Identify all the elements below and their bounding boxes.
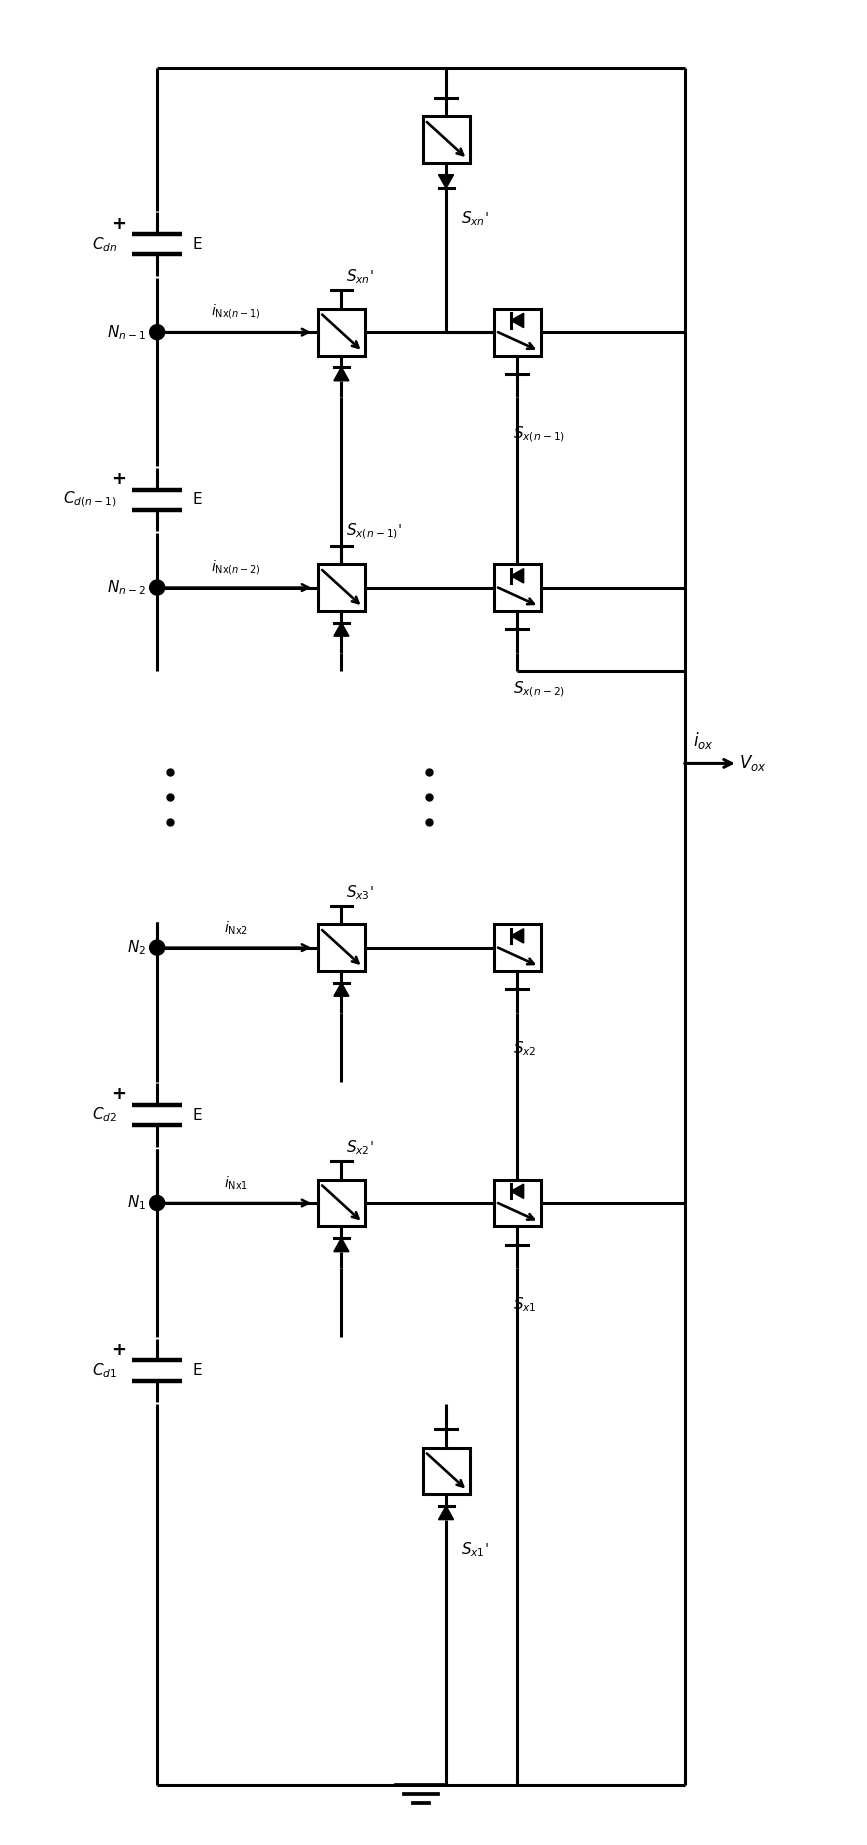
Text: $i_{ox}$: $i_{ox}$ [693,731,714,751]
Text: $S_{x1}$: $S_{x1}$ [513,1295,537,1314]
Bar [318,924,365,970]
Polygon shape [334,622,349,637]
Text: $C_{d2}$: $C_{d2}$ [92,1105,117,1124]
Polygon shape [334,1238,349,1251]
Bar [494,1179,541,1227]
Polygon shape [511,314,524,328]
Polygon shape [439,1506,453,1520]
Text: $S_{x3}$': $S_{x3}$' [346,884,374,902]
Text: +: + [111,1341,127,1358]
Bar [318,308,365,356]
Text: $i_{\mathrm{Nx}2}$: $i_{\mathrm{Nx}2}$ [225,919,248,937]
Text: $C_{d1}$: $C_{d1}$ [92,1362,117,1380]
Bar [422,116,470,162]
Polygon shape [334,367,349,380]
Text: $i_{\mathrm{Nx}(n-1)}$: $i_{\mathrm{Nx}(n-1)}$ [212,303,261,321]
Circle shape [150,941,165,956]
Polygon shape [511,928,524,943]
Text: $S_{x1}$': $S_{x1}$' [461,1541,489,1559]
Bar [422,1448,470,1494]
Text: $N_{n-1}$: $N_{n-1}$ [108,323,147,341]
Text: E: E [192,493,202,507]
Text: E: E [192,1107,202,1122]
Polygon shape [511,568,524,583]
Text: $N_{n-2}$: $N_{n-2}$ [108,577,147,598]
Text: $S_{x(n-1)}$: $S_{x(n-1)}$ [513,424,565,445]
Text: $C_{d(n-1)}$: $C_{d(n-1)}$ [63,489,117,509]
Bar [494,308,541,356]
Circle shape [150,579,165,596]
Text: $S_{x2}$': $S_{x2}$' [346,1138,374,1157]
Text: $S_{xn}$': $S_{xn}$' [461,208,489,227]
Circle shape [150,325,165,339]
Text: $S_{x2}$: $S_{x2}$ [513,1041,537,1059]
Text: $C_{dn}$: $C_{dn}$ [92,234,117,253]
Text: $V_{ox}$: $V_{ox}$ [740,753,766,773]
Polygon shape [334,983,349,996]
Bar [318,565,365,611]
Text: $i_{\mathrm{Nx}(n-2)}$: $i_{\mathrm{Nx}(n-2)}$ [212,557,261,577]
Bar [494,565,541,611]
Bar [318,1179,365,1227]
Polygon shape [439,175,453,188]
Text: E: E [192,236,202,251]
Text: $N_2$: $N_2$ [127,939,147,958]
Text: E: E [192,1363,202,1378]
Text: $N_1$: $N_1$ [127,1194,147,1212]
Circle shape [150,1196,165,1210]
Text: $S_{xn}$': $S_{xn}$' [346,268,374,286]
Text: $i_{\mathrm{Nx}1}$: $i_{\mathrm{Nx}1}$ [225,1175,248,1192]
Text: $S_{x(n-2)}$: $S_{x(n-2)}$ [513,679,565,699]
Text: $S_{x(n-1)}$': $S_{x(n-1)}$' [346,522,401,541]
Text: +: + [111,214,127,232]
Text: +: + [111,470,127,487]
Polygon shape [511,1184,524,1199]
Text: +: + [111,1085,127,1103]
Bar [494,924,541,970]
